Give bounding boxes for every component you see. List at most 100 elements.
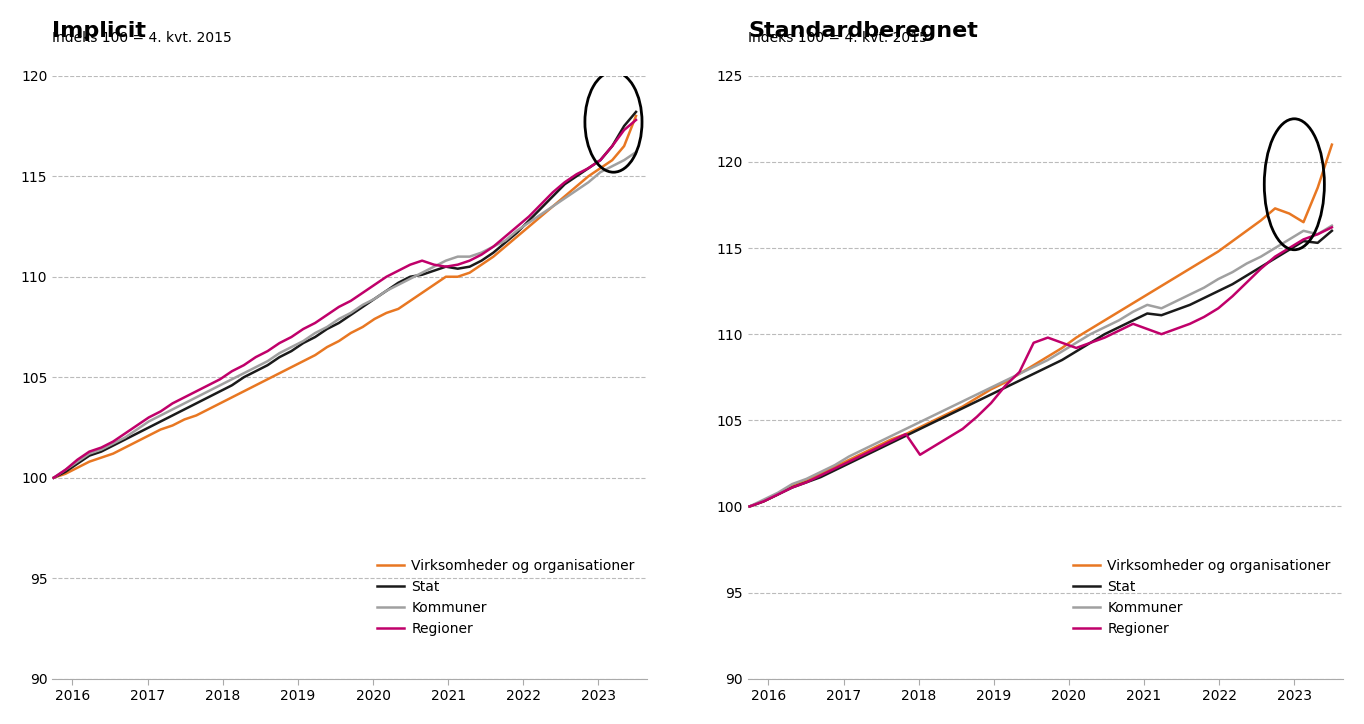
Virksomheder og organisationer (402, 297, 419, 306)
Kommuner (224, 375, 240, 384)
Virksomheder og organisationer (1154, 282, 1170, 290)
Virksomheder og organisationer (884, 435, 900, 444)
Regioner (284, 333, 300, 342)
Virksomheder og organisationer (604, 156, 621, 164)
Kommuner (1309, 230, 1326, 239)
Legend: Virksomheder og organisationer, Stat, Kommuner, Regioner: Virksomheder og organisationer, Stat, Ko… (1067, 554, 1337, 641)
Virksomheder og organisationer (521, 222, 537, 231)
Kommuner (473, 248, 490, 257)
Virksomheder og organisationer (413, 288, 430, 297)
Stat (855, 452, 872, 461)
Virksomheder og organisationer (869, 442, 885, 450)
Kommuner (82, 450, 98, 458)
Virksomheder og organisationer (1110, 308, 1127, 316)
Stat (1125, 316, 1142, 325)
Regioner (997, 382, 1013, 390)
Text: Implicit: Implicit (52, 21, 146, 41)
Stat (1026, 369, 1042, 378)
Virksomheder og organisationer (926, 416, 943, 425)
Regioner (57, 466, 74, 474)
Kommuner (355, 300, 371, 309)
Virksomheder og organisationer (378, 308, 394, 317)
Stat (940, 411, 956, 419)
Stat (617, 122, 633, 130)
Stat (1011, 376, 1027, 385)
Text: Standardberegnet: Standardberegnet (747, 21, 978, 41)
Regioner (827, 464, 843, 473)
Kommuner (378, 287, 394, 295)
Regioner (450, 261, 466, 269)
Virksomheder og organisationer (284, 363, 300, 371)
Kommuner (1154, 304, 1170, 313)
Kommuner (521, 218, 537, 227)
Kommuner (617, 156, 633, 164)
Virksomheder og organisationer (295, 357, 311, 366)
Virksomheder og organisationer (827, 463, 843, 471)
Kommuner (153, 411, 169, 420)
Stat (544, 192, 561, 201)
Kommuner (295, 337, 311, 345)
Virksomheder og organisationer (968, 394, 985, 403)
Stat (330, 319, 346, 327)
Stat (1267, 254, 1284, 263)
Regioner (769, 490, 786, 499)
Stat (496, 238, 513, 247)
Stat (201, 393, 217, 402)
Kommuner (580, 178, 596, 187)
Stat (798, 478, 814, 487)
Stat (884, 438, 900, 447)
Kommuner (461, 252, 477, 261)
Virksomheder og organisationer (390, 305, 406, 313)
Regioner (1011, 368, 1027, 376)
Virksomheder og organisationer (813, 469, 829, 478)
Virksomheder og organisationer (236, 387, 252, 395)
Virksomheder og organisationer (1281, 209, 1297, 218)
Regioner (1168, 324, 1184, 333)
Virksomheder og organisationer (307, 351, 323, 360)
Regioner (955, 424, 971, 433)
Virksomheder og organisationer (259, 375, 276, 384)
Virksomheder og organisationer (319, 342, 336, 351)
Kommuner (1097, 323, 1113, 332)
Regioner (784, 483, 801, 492)
Regioner (840, 458, 857, 466)
Virksomheder og organisationer (940, 409, 956, 418)
Regioner (1154, 330, 1170, 339)
Stat (869, 445, 885, 454)
Regioner (1239, 278, 1255, 287)
Virksomheder og organisationer (769, 490, 786, 499)
Stat (827, 466, 843, 475)
Virksomheder og organisationer (176, 415, 192, 424)
Regioner (176, 393, 192, 402)
Kommuner (1026, 363, 1042, 371)
Virksomheder og organisationer (1309, 183, 1326, 192)
Stat (486, 248, 502, 257)
Stat (997, 383, 1013, 392)
Stat (1239, 272, 1255, 280)
Kommuner (201, 387, 217, 395)
Virksomheder og organisationer (330, 337, 346, 345)
Kommuner (402, 274, 419, 283)
Virksomheder og organisationer (509, 232, 525, 241)
Regioner (342, 297, 359, 306)
Virksomheder og organisationer (153, 425, 169, 434)
Stat (259, 361, 276, 369)
Regioner (128, 421, 145, 430)
Kommuner (140, 417, 157, 426)
Stat (742, 502, 758, 511)
Regioner (70, 455, 86, 464)
Stat (236, 373, 252, 382)
Virksomheder og organisationer (271, 369, 288, 377)
Kommuner (769, 488, 786, 497)
Kommuner (486, 243, 502, 251)
Kommuner (604, 162, 621, 171)
Virksomheder og organisationer (93, 453, 109, 462)
Regioner (604, 142, 621, 151)
Stat (1068, 347, 1084, 355)
Virksomheder og organisationer (1181, 264, 1198, 273)
Regioner (82, 447, 98, 456)
Virksomheder og organisationer (188, 411, 205, 420)
Line: Kommuner: Kommuner (750, 226, 1331, 507)
Kommuner (983, 383, 1000, 392)
Virksomheder og organisationer (1252, 216, 1269, 224)
